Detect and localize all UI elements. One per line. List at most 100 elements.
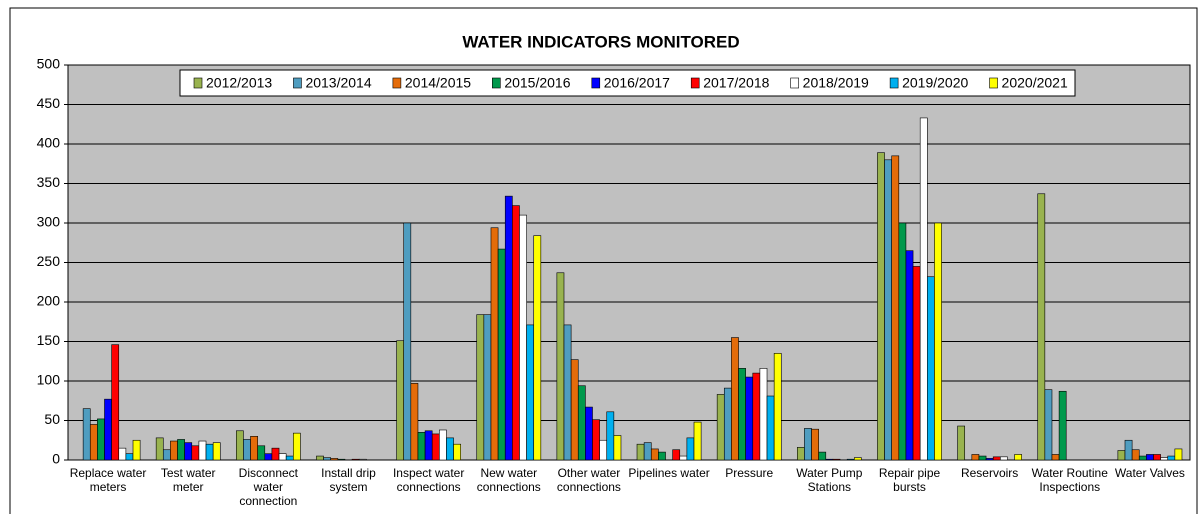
legend-label: 2014/2015 [405,75,471,91]
bar [490,227,499,461]
bar [316,455,324,461]
bar [934,222,942,461]
bar [818,451,827,461]
bar [97,418,105,461]
bar [650,448,659,461]
bar [82,408,91,461]
bar [985,458,994,461]
bar [504,195,513,461]
bar [773,353,782,461]
bar [446,437,454,461]
bar [825,458,834,461]
bar [905,250,914,461]
y-tick-label: 100 [37,372,61,388]
bar [672,449,681,461]
bar [410,383,419,461]
x-tick-label: Water Valves [1114,466,1185,480]
x-tick-label: Pipelines water [628,466,710,480]
bar [512,205,520,461]
bar [716,394,725,461]
bar [585,406,593,461]
bar [292,432,301,461]
legend-label: 2017/2018 [703,75,769,91]
bar [170,440,178,461]
bar [431,433,440,461]
x-tick-label: Disconnect water connection [238,466,299,508]
bar [236,430,244,461]
x-tick-label: Reservoirs [960,466,1019,480]
bar [599,439,608,461]
y-tick-label: 0 [52,451,60,467]
bar [804,428,812,461]
bar [1138,455,1147,461]
legend-swatch [293,77,302,89]
bar [526,324,535,461]
bar [592,419,600,461]
bar [177,439,185,461]
legend-swatch [492,77,501,89]
bar [483,314,492,461]
legend-label: 2019/2020 [902,75,968,91]
bar [723,387,732,461]
y-tick-label: 450 [37,95,61,111]
bar [1174,448,1183,461]
x-tick-label: Test water meter [160,466,216,494]
legend-swatch [889,77,899,89]
bar [132,439,141,461]
bar [563,324,572,461]
bar [155,437,164,461]
x-tick-label: New water connections [476,466,541,494]
bar [877,152,885,461]
bar [766,395,775,461]
bar [89,424,98,461]
bar [679,455,688,461]
bar [927,276,935,461]
bar [1014,454,1022,461]
bar [191,445,200,461]
bar [745,376,754,461]
x-tick-label: Water Routine Inspections [1031,466,1108,494]
bar [613,435,622,461]
y-tick-label: 150 [37,332,61,348]
y-tick-label: 500 [37,56,61,72]
x-tick-label: Other water connections [556,466,621,494]
bar [686,437,695,461]
legend-box [179,69,1076,97]
legend-swatch [790,77,799,89]
bar [439,429,447,461]
bar [403,222,412,461]
bar [424,430,433,461]
bar [330,458,339,461]
legend-label: 2012/2013 [206,75,272,91]
y-tick-label: 350 [37,174,61,190]
legend-label: 2016/2017 [604,75,670,91]
bar [1124,439,1133,461]
y-tick-label: 400 [37,135,61,151]
x-tick-label: Repair pipe bursts [878,466,941,494]
bar [476,314,485,461]
bar [556,272,565,461]
x-tick-label: Replace water meters [69,466,147,494]
bar [104,398,112,461]
bar [1058,390,1067,461]
bar [285,455,294,461]
bar [351,458,360,461]
bar [1000,456,1008,461]
bar [118,447,127,461]
bar [971,454,980,461]
bar [250,435,258,461]
bar [752,372,761,461]
bar [243,439,251,461]
bar [912,266,921,461]
bar [811,428,819,461]
bar [577,385,586,461]
x-tick-label: Water Pump Stations [796,466,863,494]
bar [198,440,207,461]
x-tick-label: Pressure [725,466,774,480]
bar [125,453,134,461]
legend-label: 2013/2014 [305,75,371,91]
legend-swatch [989,77,998,89]
bar [891,155,900,461]
x-tick-label: Inspect water connections [392,466,465,494]
